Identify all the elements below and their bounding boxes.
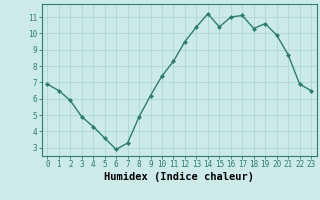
X-axis label: Humidex (Indice chaleur): Humidex (Indice chaleur) xyxy=(104,172,254,182)
